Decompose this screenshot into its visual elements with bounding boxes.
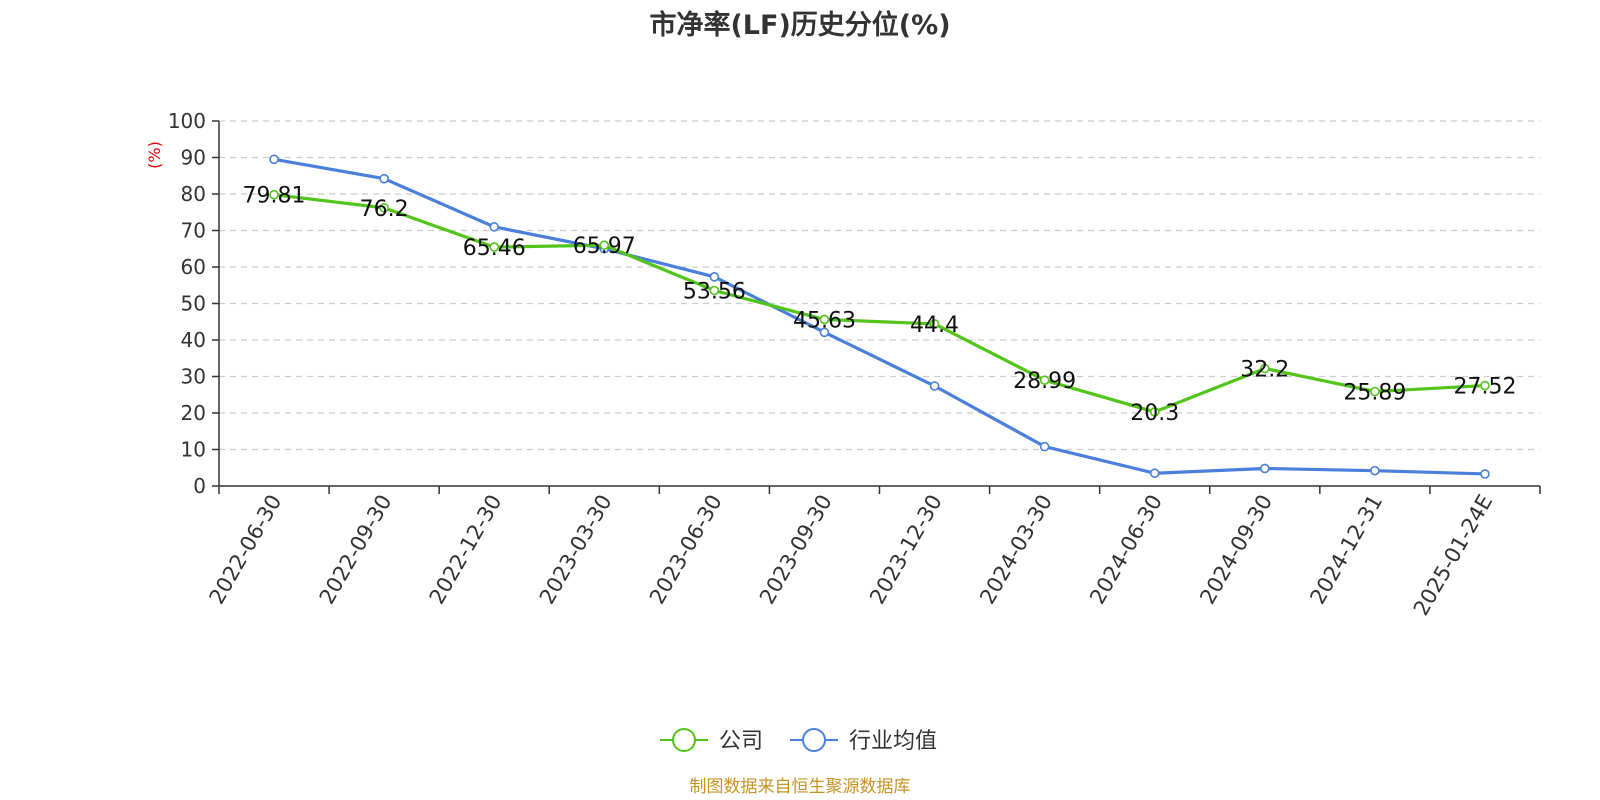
y-tick-label: 90: [181, 146, 206, 170]
data-point[interactable]: [819, 314, 830, 325]
x-tick-label: 2025-01-24E: [1409, 491, 1497, 620]
data-labels: 79.81 76.2 65.46 65.97 53.56 45.63 44.4 28.99 20…: [243, 184, 1517, 426]
legend-label: 行业均值: [849, 729, 937, 754]
legend-marker: [802, 728, 826, 752]
data-point[interactable]: [1480, 380, 1490, 391]
y-tick-label: 10: [181, 438, 206, 462]
x-tick-label: 2022-09-30: [315, 491, 397, 609]
data-point[interactable]: [489, 242, 500, 252]
data-point[interactable]: [1370, 386, 1380, 397]
y-tick-label: 0: [193, 474, 206, 498]
legend-item[interactable]: 行业均值: [790, 728, 937, 754]
data-point[interactable]: [599, 240, 610, 251]
y-tick-label: 80: [181, 182, 206, 206]
x-tick-label: 2024-06-30: [1085, 491, 1167, 609]
y-axis-unit: (%): [145, 141, 164, 169]
data-label: 65.97: [573, 234, 636, 259]
series-line: [273, 193, 1486, 414]
legend-marker: [672, 728, 696, 752]
data-point[interactable]: [1149, 407, 1160, 417]
data-point[interactable]: [1259, 463, 1270, 474]
data-point[interactable]: [379, 173, 389, 184]
data-point[interactable]: [709, 285, 720, 296]
data-point[interactable]: [1039, 441, 1050, 452]
x-tick-label: 2024-09-30: [1195, 491, 1277, 609]
data-point[interactable]: [1370, 465, 1380, 476]
data-point[interactable]: [269, 154, 279, 165]
x-tick-label: 2022-06-30: [205, 491, 287, 609]
data-label: 28.99: [1013, 369, 1076, 394]
x-tick-label: 2022-12-30: [425, 491, 507, 609]
y-tick-label: 50: [181, 292, 206, 316]
data-point[interactable]: [929, 319, 940, 329]
data-point[interactable]: [1259, 363, 1270, 374]
series-line: [273, 157, 1486, 476]
data-label: 65.46: [463, 236, 526, 261]
x-tick-label: 2023-03-30: [535, 491, 617, 609]
series-lines: [273, 157, 1486, 476]
y-tick-label: 40: [181, 328, 206, 352]
y-tick-label: 30: [181, 365, 206, 389]
data-point[interactable]: [269, 189, 279, 200]
x-tick-label: 2024-03-30: [975, 491, 1057, 609]
data-label: 27.52: [1453, 375, 1516, 400]
chart-title: 市净率(LF)历史分位(%): [649, 9, 950, 41]
legend-label: 公司: [719, 729, 763, 754]
x-tick-label: 2023-12-30: [865, 491, 947, 609]
x-tick-label: 2024-12-31: [1305, 491, 1387, 609]
data-label: 44.4: [910, 313, 959, 338]
grid-lines: [219, 120, 1540, 451]
y-tick-label: 70: [181, 219, 206, 243]
y-tick-label: 20: [181, 401, 206, 425]
data-point[interactable]: [489, 222, 500, 232]
x-tick-label: 2023-09-30: [755, 491, 837, 609]
axes: 0 10 20 30 40 50 60 70 80 90 100 2022-06-30 2022-09-…: [168, 109, 1541, 620]
data-label: 25.89: [1343, 381, 1406, 406]
legend-item[interactable]: 公司: [660, 728, 763, 754]
data-point[interactable]: [1480, 469, 1490, 479]
data-label: 45.63: [793, 308, 856, 333]
y-tick-label: 100: [168, 109, 206, 133]
source-note: 制图数据来自恒生聚源数据库: [690, 777, 911, 797]
series-points: [269, 154, 1490, 479]
data-point[interactable]: [819, 327, 830, 338]
data-label: 53.56: [683, 280, 746, 305]
data-point[interactable]: [379, 203, 389, 213]
data-point[interactable]: [1149, 468, 1160, 479]
data-label: 20.3: [1130, 401, 1179, 426]
data-label: 32.2: [1240, 357, 1289, 382]
data-label: 76.2: [360, 197, 409, 222]
data-point[interactable]: [1039, 375, 1050, 385]
legend[interactable]: 公司 行业均值: [660, 728, 937, 754]
x-tick-label: 2023-06-30: [645, 491, 727, 609]
data-point[interactable]: [929, 381, 940, 391]
y-tick-label: 60: [181, 255, 206, 279]
data-point[interactable]: [709, 272, 720, 282]
data-label: 79.81: [243, 184, 306, 209]
